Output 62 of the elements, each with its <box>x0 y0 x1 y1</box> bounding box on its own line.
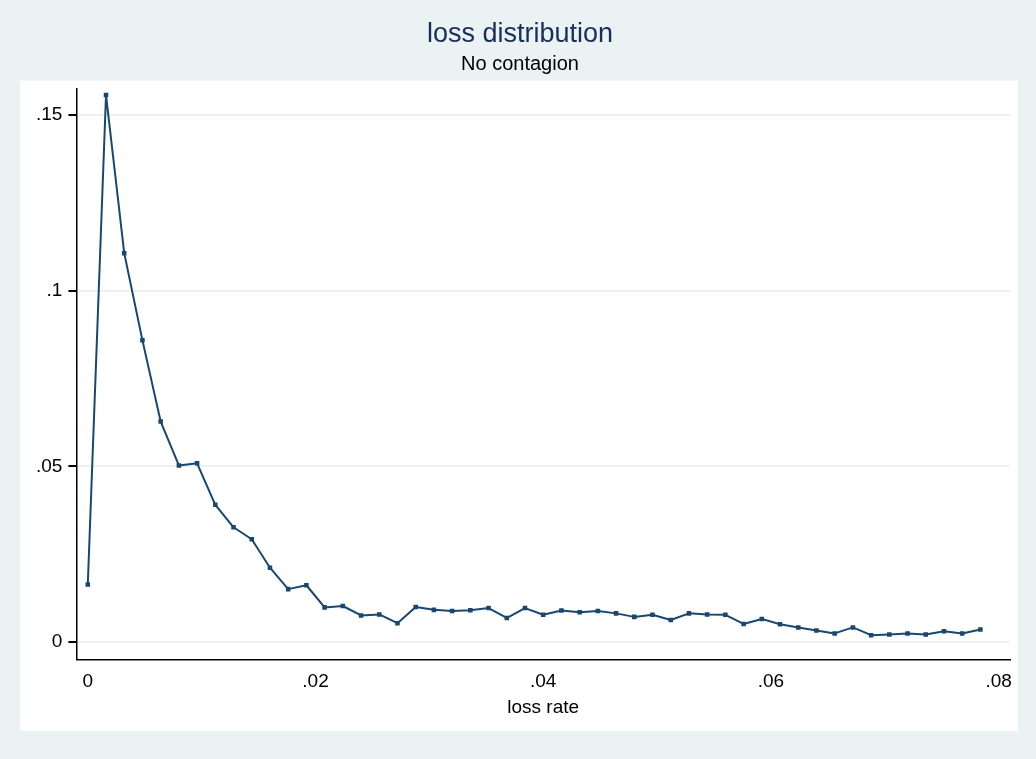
point <box>923 632 929 637</box>
point <box>103 92 109 98</box>
y-tick-label: 0 <box>51 630 63 652</box>
point <box>795 625 801 630</box>
point <box>540 612 546 618</box>
x-tick-label: .06 <box>757 670 785 692</box>
point <box>176 463 182 468</box>
point <box>431 607 437 613</box>
y-tick-label: .1 <box>46 279 63 301</box>
point <box>686 611 692 616</box>
point <box>577 610 582 615</box>
point <box>231 525 236 530</box>
point <box>449 608 455 614</box>
point <box>304 582 309 588</box>
point <box>413 604 418 610</box>
point <box>340 603 346 609</box>
point <box>759 616 765 622</box>
point <box>832 631 837 636</box>
x-tick-label: .08 <box>985 670 1012 692</box>
point <box>504 615 510 621</box>
point <box>140 338 145 343</box>
point <box>395 620 400 626</box>
point <box>650 612 655 618</box>
point <box>850 625 856 630</box>
point <box>358 613 364 618</box>
point <box>978 627 983 632</box>
y-tick-label: .15 <box>35 103 63 125</box>
point <box>868 632 874 638</box>
y-tick-label: .05 <box>35 454 63 476</box>
point <box>905 631 910 636</box>
x-tick-label: .02 <box>302 670 329 692</box>
point <box>741 621 746 627</box>
chart-subtitle: No contagion <box>461 51 579 74</box>
x-tick-label: 0 <box>82 670 94 692</box>
point <box>486 605 491 611</box>
point <box>267 565 273 570</box>
point <box>777 621 783 627</box>
point <box>121 250 127 256</box>
point <box>249 536 255 542</box>
point <box>158 419 163 424</box>
point <box>723 612 728 618</box>
point <box>285 586 291 592</box>
point <box>959 631 965 636</box>
point <box>668 617 673 623</box>
point <box>468 607 473 613</box>
point <box>704 612 710 617</box>
chart-title: loss distribution <box>426 17 614 48</box>
point <box>194 461 200 466</box>
x-tick-label: .04 <box>530 670 557 692</box>
point <box>632 614 637 620</box>
point <box>613 611 619 616</box>
point <box>595 608 601 614</box>
point <box>522 605 528 611</box>
point <box>941 629 947 634</box>
point <box>322 605 327 610</box>
point <box>814 628 819 633</box>
point <box>213 502 218 508</box>
point <box>559 608 564 613</box>
point <box>376 612 382 617</box>
point <box>85 582 91 587</box>
point <box>887 632 892 637</box>
x-axis-title: loss rate <box>507 695 580 717</box>
